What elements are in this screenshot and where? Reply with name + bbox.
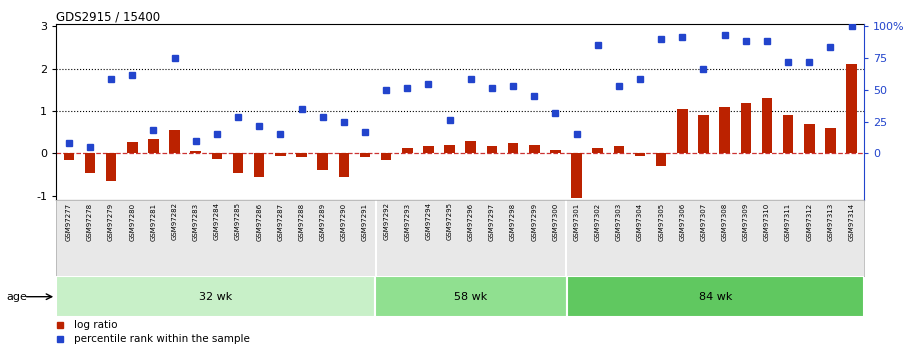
Text: GSM97303: GSM97303 — [616, 203, 622, 240]
Bar — [359, 154, 370, 157]
Text: GSM97306: GSM97306 — [680, 203, 685, 240]
Text: GSM97309: GSM97309 — [743, 203, 748, 240]
Bar — [614, 146, 624, 154]
Text: GSM97281: GSM97281 — [150, 203, 157, 240]
Bar — [846, 65, 857, 154]
Bar — [656, 154, 666, 166]
Text: GSM97305: GSM97305 — [658, 203, 664, 240]
Text: GSM97310: GSM97310 — [764, 203, 770, 240]
Bar — [127, 141, 138, 154]
Text: GSM97294: GSM97294 — [425, 203, 432, 240]
Text: GSM97286: GSM97286 — [256, 203, 262, 240]
Bar — [762, 98, 772, 154]
Bar — [63, 154, 74, 160]
Text: GSM97283: GSM97283 — [193, 203, 199, 240]
Text: GSM97301: GSM97301 — [574, 203, 579, 240]
Text: GSM97291: GSM97291 — [362, 203, 368, 240]
Bar — [529, 145, 539, 154]
Bar — [275, 154, 286, 156]
Bar — [783, 115, 794, 154]
Text: age: age — [6, 292, 27, 302]
Text: GSM97300: GSM97300 — [552, 203, 558, 240]
Text: GSM97290: GSM97290 — [341, 203, 347, 240]
Text: GSM97308: GSM97308 — [721, 203, 728, 240]
Text: 32 wk: 32 wk — [199, 292, 233, 302]
Bar — [465, 141, 476, 154]
Text: GSM97302: GSM97302 — [595, 203, 601, 240]
Bar — [190, 151, 201, 154]
Bar — [550, 150, 561, 154]
Text: GSM97299: GSM97299 — [531, 203, 538, 240]
Text: GSM97285: GSM97285 — [235, 203, 241, 240]
Text: GSM97304: GSM97304 — [637, 203, 643, 240]
Bar — [804, 124, 814, 154]
Bar — [381, 154, 392, 160]
Bar — [424, 146, 433, 154]
Bar — [254, 154, 264, 177]
Bar — [148, 139, 158, 154]
Bar — [698, 115, 709, 154]
Bar — [233, 154, 243, 172]
Text: GSM97277: GSM97277 — [66, 203, 71, 240]
Text: GSM97288: GSM97288 — [299, 203, 304, 240]
Text: GSM97287: GSM97287 — [277, 203, 283, 240]
Text: log ratio: log ratio — [74, 320, 118, 330]
Bar — [508, 143, 519, 154]
Bar — [487, 146, 497, 154]
Text: percentile rank within the sample: percentile rank within the sample — [74, 334, 250, 344]
Text: GSM97313: GSM97313 — [827, 203, 834, 240]
Text: GSM97278: GSM97278 — [87, 203, 93, 240]
Bar — [338, 154, 349, 177]
Bar — [567, 276, 864, 317]
Bar — [444, 145, 455, 154]
Text: GSM97293: GSM97293 — [405, 203, 410, 240]
Text: GSM97314: GSM97314 — [849, 203, 854, 240]
Bar — [825, 128, 835, 154]
Text: GSM97280: GSM97280 — [129, 203, 135, 240]
Bar — [106, 154, 117, 181]
Text: GSM97307: GSM97307 — [700, 203, 707, 240]
Text: GSM97292: GSM97292 — [383, 203, 389, 240]
Text: GSM97295: GSM97295 — [446, 203, 452, 240]
Text: GSM97284: GSM97284 — [214, 203, 220, 240]
Bar — [677, 109, 688, 154]
Text: 58 wk: 58 wk — [454, 292, 488, 302]
Bar — [740, 102, 751, 154]
Bar — [719, 107, 730, 154]
Bar — [296, 154, 307, 157]
Bar — [85, 154, 95, 172]
Bar — [56, 276, 376, 317]
Bar — [376, 276, 567, 317]
Text: GSM97282: GSM97282 — [172, 203, 177, 240]
Bar — [169, 130, 180, 154]
Bar — [593, 148, 603, 154]
Text: GDS2915 / 15400: GDS2915 / 15400 — [56, 10, 160, 23]
Text: GSM97311: GSM97311 — [786, 203, 791, 240]
Text: GSM97279: GSM97279 — [108, 203, 114, 240]
Text: GSM97312: GSM97312 — [806, 203, 813, 240]
Text: GSM97296: GSM97296 — [468, 203, 474, 240]
Bar — [571, 154, 582, 198]
Bar — [318, 154, 328, 170]
Bar — [212, 154, 223, 159]
Text: GSM97297: GSM97297 — [489, 203, 495, 240]
Bar — [634, 154, 645, 156]
Bar — [402, 148, 413, 154]
Text: GSM97298: GSM97298 — [510, 203, 516, 240]
Text: 84 wk: 84 wk — [699, 292, 732, 302]
Text: GSM97289: GSM97289 — [319, 203, 326, 240]
